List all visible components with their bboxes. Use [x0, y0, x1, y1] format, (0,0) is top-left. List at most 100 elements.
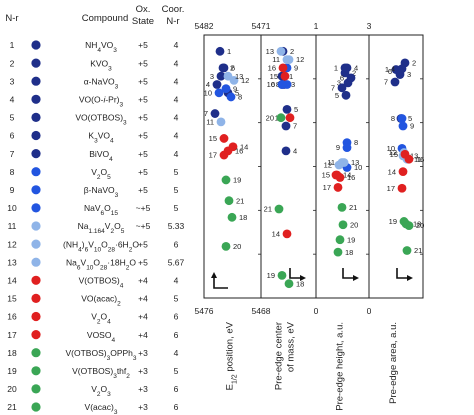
data-point-label: 21 [349, 203, 357, 212]
coordination-number: 6 [174, 330, 179, 340]
data-point: 7 [331, 83, 347, 92]
axis-label: Pre-edge area, a.u. [388, 322, 399, 404]
data-point-label: 9 [233, 84, 237, 93]
row-marker [31, 366, 41, 376]
data-point: 4 [342, 63, 358, 73]
coordination-number: 6 [174, 239, 179, 249]
data-point-marker [394, 66, 404, 76]
data-point: 9 [398, 121, 414, 131]
data-point-label: 19 [233, 176, 241, 185]
data-point: 21 [337, 202, 357, 212]
data-point: 5 [335, 90, 351, 100]
ox-state: +4 [138, 276, 148, 286]
data-point-marker [221, 84, 231, 94]
compound-name: V2O4 [91, 312, 111, 326]
data-point-label: 13 [266, 47, 274, 56]
data-point-marker [277, 271, 287, 280]
data-point-marker [338, 220, 348, 230]
direction-arrow-icon [211, 272, 228, 289]
data-point-label: 4 [354, 64, 358, 73]
data-point-marker [397, 114, 407, 123]
data-point: 6 [340, 73, 356, 82]
data-point-label: 12 [389, 148, 397, 157]
data-point: 20 [338, 220, 358, 230]
axis-top-label: 5482 [195, 21, 214, 31]
row-marker [31, 167, 41, 177]
compound-name: V(acac)3 [85, 402, 118, 415]
data-point: 9 [221, 84, 237, 94]
data-point-label: 19 [347, 235, 355, 244]
data-point-label: 12 [324, 161, 332, 170]
data-point-label: 20 [233, 242, 241, 251]
header-nr: N-r [5, 13, 18, 24]
row-marker [31, 293, 41, 303]
row-number: 4 [10, 95, 15, 105]
data-point-label: 4 [391, 64, 395, 73]
table-row: 6 K3VO4 +5 4 [10, 131, 179, 145]
data-point-label: 5 [294, 105, 298, 114]
data-point: 20 [221, 242, 241, 251]
data-point: 10 [204, 88, 224, 97]
data-point: 15 [209, 134, 229, 143]
data-point-label: 10 [354, 163, 362, 172]
data-point-label: 14 [343, 171, 351, 180]
data-point: 8 [391, 114, 407, 123]
data-point: 17 [209, 151, 229, 160]
data-point-label: 17 [387, 184, 395, 193]
axis-label: E1/2 position, eV [225, 321, 239, 390]
row-number: 15 [7, 294, 17, 304]
row-marker [31, 239, 41, 249]
data-point: 21 [224, 196, 244, 205]
row-number: 8 [10, 167, 15, 177]
data-point: 3 [210, 71, 226, 81]
data-point-label: 6 [340, 73, 344, 82]
data-point-label: 10 [267, 80, 275, 89]
data-point: 7 [281, 121, 297, 131]
data-point-marker [216, 117, 226, 127]
data-point: 8 [226, 92, 242, 102]
data-point-label: 19 [267, 271, 275, 280]
data-point-label: 2 [412, 59, 416, 68]
data-point-label: 21 [264, 205, 272, 214]
data-point-label: 7 [331, 83, 335, 92]
table-row: 19 V(OTBOS)3thf2 +3 5 [7, 366, 178, 380]
ox-state: +4 [138, 330, 148, 340]
table-row: 2 KVO3 +5 4 [10, 58, 179, 72]
ox-state: +5 [138, 95, 148, 105]
data-point-marker [398, 121, 408, 131]
row-marker [31, 149, 41, 159]
header-ox-line2: State [132, 16, 154, 27]
data-point: 20 [266, 113, 286, 122]
table-row: 11 Na1.164V2O5 ~+5 5.33 [8, 221, 185, 235]
ox-state: +5 [138, 239, 148, 249]
ox-state: +5 [138, 113, 148, 123]
data-point-label: 4 [293, 147, 297, 156]
table-row: 21 V(acac)3 +3 6 [7, 402, 178, 415]
header-coor-line1: Coor. [162, 4, 185, 15]
header-coor-line2: N-r [166, 16, 179, 27]
coordination-number: 5 [174, 294, 179, 304]
data-point-marker [282, 229, 292, 239]
data-point-label: 2 [230, 64, 234, 73]
coordination-number: 6 [174, 312, 179, 322]
ox-state: +5 [138, 40, 148, 50]
data-point: 19 [221, 175, 241, 185]
row-number: 7 [10, 149, 15, 159]
ox-state: +5 [138, 58, 148, 68]
compound-name: (NH4)6V10O28·6H2O [63, 239, 139, 253]
compound-name: Na1.164V2O5 [78, 221, 125, 235]
data-point-marker [404, 221, 414, 231]
compound-name: α-NaVO3 [84, 76, 119, 90]
row-number: 20 [7, 384, 17, 394]
data-point: 13 [339, 158, 359, 167]
row-number: 3 [10, 76, 15, 86]
data-point: 15 [270, 71, 290, 81]
data-point-label: 8 [354, 138, 358, 147]
data-point-label: 14 [272, 230, 280, 239]
data-point-label: 9 [410, 122, 414, 131]
data-point: 14 [388, 167, 408, 176]
data-point: 18 [227, 213, 247, 222]
data-point: 9 [336, 143, 352, 152]
